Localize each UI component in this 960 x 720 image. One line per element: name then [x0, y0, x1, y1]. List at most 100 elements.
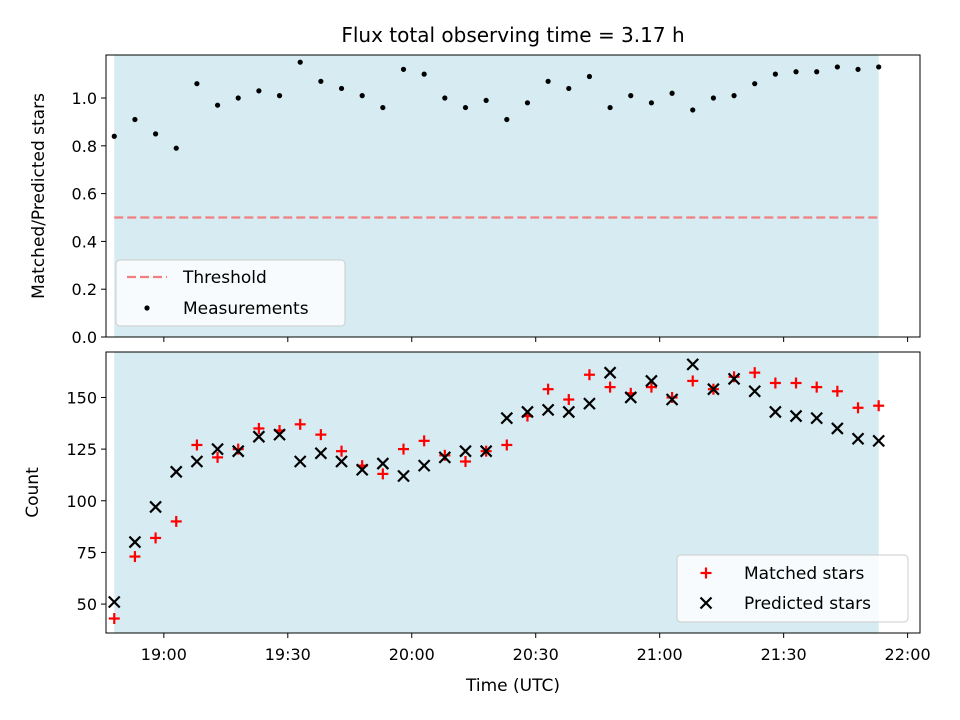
matched-star-point [645, 381, 657, 393]
legend-predicted-label: Predicted stars [744, 594, 871, 614]
matched-star-point [212, 451, 224, 463]
y-tick-label: 0.8 [72, 137, 97, 156]
matched-star-point [315, 429, 327, 441]
predicted-star-point [438, 451, 452, 464]
matched-star-point [108, 613, 120, 625]
measurement-point [566, 85, 572, 92]
measurement-point [607, 104, 613, 111]
measurement-point [710, 95, 717, 101]
ratio-panel: 0.0 0.2 0.4 0.6 0.8 1.0 Flux total observing … [29, 23, 921, 347]
predicted-star-point [335, 455, 348, 468]
measurement-point [338, 85, 345, 92]
measurement-point [504, 116, 510, 123]
predicted-star-point [314, 446, 328, 460]
predicted-star-point [417, 459, 431, 472]
matched-star-point [191, 439, 203, 451]
chart-title: Flux total observing time = 3.17 h [341, 23, 684, 47]
y-tick-label: 0.0 [72, 328, 97, 347]
measurement-point [442, 95, 448, 101]
matched-star-point [377, 468, 389, 480]
matched-star-point [170, 515, 182, 527]
measurement-point [400, 66, 407, 72]
measurement-point [793, 69, 799, 75]
legend-measurement-label: Measurements [183, 299, 309, 319]
measurement-point [173, 145, 179, 151]
matched-star-point [769, 377, 781, 389]
predicted-star-point [231, 444, 245, 458]
ratio-panel-frame [105, 54, 921, 338]
predicted-star-point [624, 391, 638, 404]
matched-star-point [873, 400, 885, 412]
measurement-point [359, 93, 365, 99]
matched-star-point [583, 369, 595, 381]
measurement-point [276, 93, 283, 99]
count-panel-frame [105, 351, 921, 634]
y-tick-label: 0.6 [72, 185, 97, 204]
measurement-point [834, 64, 840, 70]
matched-star-point [398, 443, 410, 455]
measurement-point [814, 69, 820, 75]
predicted-star-point [273, 428, 286, 441]
predicted-star-point [707, 382, 720, 396]
measurement-point [421, 71, 427, 77]
matched-star-point [811, 381, 823, 393]
legend-matched-swatch [700, 567, 712, 579]
measurement-point [876, 64, 882, 70]
measurement-points [111, 59, 882, 151]
legend-threshold-label: Threshold [182, 268, 267, 288]
matched-star-point [687, 375, 699, 387]
measurement-point [731, 93, 737, 99]
x-tick-label: 20:30 [513, 645, 559, 664]
predicted-star-point [293, 455, 307, 468]
measurement-point [752, 81, 758, 87]
predicted-star-point [479, 444, 493, 458]
legend-predicted-swatch [699, 596, 713, 610]
predicted-star-point [107, 595, 121, 609]
predicted-star-point [500, 411, 514, 425]
measurement-point [214, 102, 221, 108]
x-tick-label: 19:00 [141, 645, 187, 664]
matched-star-point [418, 435, 430, 447]
predicted-star-point [521, 405, 534, 419]
predicted-star-point [562, 405, 576, 419]
x-tick-label: 21:30 [761, 645, 807, 664]
count-points [107, 358, 885, 625]
measurement-point [545, 78, 551, 84]
matched-star-point [439, 449, 451, 461]
ratio-y-axis-label: Matched/Predicted stars [29, 93, 49, 299]
matched-star-point [501, 439, 513, 451]
measurement-point [152, 131, 159, 137]
measurement-point [648, 100, 655, 106]
predicted-star-point [355, 463, 369, 477]
predicted-star-point [252, 430, 266, 443]
time-x-ticks: 19:00 19:30 20:00 20:30 21:00 21:30 22:00 [141, 633, 931, 664]
measurement-point [194, 81, 200, 87]
measurement-point [462, 104, 469, 111]
matched-star-point [459, 456, 471, 468]
predicted-star-point [128, 535, 142, 549]
predicted-star-point [769, 405, 782, 419]
legend-measurement-swatch [144, 305, 150, 311]
predicted-star-point [190, 455, 204, 468]
y-tick-label: 0.4 [72, 232, 97, 251]
predicted-star-point [459, 444, 472, 458]
measurement-point [772, 71, 778, 77]
x-tick-label: 21:00 [637, 645, 683, 664]
y-tick-label: 125 [66, 440, 97, 459]
legend-box [115, 259, 346, 327]
matched-star-point [749, 367, 761, 379]
matched-star-point [604, 381, 616, 393]
predicted-star-point [541, 403, 555, 417]
y-tick-label: 100 [66, 492, 97, 511]
measurement-point [669, 90, 675, 96]
count-legend: Matched stars Predicted stars [676, 554, 909, 623]
matched-star-point [150, 532, 162, 544]
predicted-star-point [686, 358, 700, 371]
ratio-y-ticks: 0.0 0.2 0.4 0.6 0.8 1.0 [72, 89, 106, 347]
predicted-star-point [583, 397, 596, 410]
measurement-point [297, 59, 303, 65]
x-tick-label: 22:00 [885, 645, 931, 664]
matched-star-point [336, 445, 348, 457]
measurement-point [483, 97, 489, 104]
